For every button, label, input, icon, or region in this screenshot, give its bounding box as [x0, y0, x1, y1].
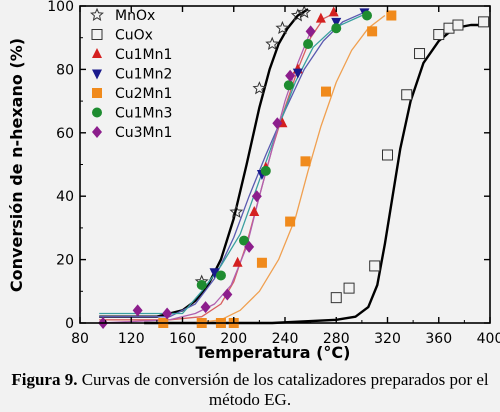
point-mnox: [229, 204, 244, 218]
point-mnox: [265, 36, 280, 50]
point-cu2mn1: [321, 86, 331, 97]
legend: MnOx CuOx Cu1Mn1 Cu1Mn2 Cu2Mn1 Cu1Mn3 Cu3Mn1: [90, 7, 172, 141]
y-tick-label: 60: [56, 126, 74, 142]
x-tick-label: 280: [323, 331, 350, 347]
point-cu1mn3: [196, 279, 207, 290]
point-cuox: [382, 149, 393, 161]
point-cu1mn3: [362, 10, 372, 21]
point-cu3mn1: [251, 190, 262, 203]
point-cu3mn1: [222, 288, 233, 301]
point-cuox: [369, 260, 381, 272]
legend-item-mnox: MnOx: [90, 7, 155, 24]
x-tick-label: 160: [169, 331, 196, 347]
point-cu1mn2: [209, 268, 220, 279]
point-cu3mn1: [200, 301, 211, 314]
legend-label-cu1mn2: Cu1Mn2: [115, 67, 172, 83]
point-cu1mn3: [215, 270, 226, 281]
point-mnox: [297, 4, 312, 19]
x-tick-label: 240: [272, 331, 299, 347]
legend-marker-cu1mn3: [92, 107, 102, 118]
legend-marker-cu1mn1: [92, 48, 102, 58]
curve-cu1mn2: [99, 11, 365, 318]
legend-marker-mnox: [90, 7, 104, 21]
curve-cu1mn3: [99, 14, 363, 315]
point-cu2mn1: [256, 257, 267, 268]
point-cu3mn1: [162, 307, 173, 320]
legend-item-cu2mn1: Cu2Mn1: [92, 86, 172, 102]
point-cu1mn1: [315, 12, 326, 23]
point-cu1mn3: [331, 23, 342, 34]
point-cuox: [433, 29, 445, 41]
point-cu1mn1: [249, 206, 260, 217]
legend-label-cu2mn1: Cu2Mn1: [115, 86, 172, 102]
point-cuox: [478, 16, 490, 28]
y-tick-label: 80: [56, 62, 74, 78]
point-cu1mn2: [292, 68, 303, 79]
y-tick-label: 0: [65, 316, 74, 332]
legend-item-cu1mn2: Cu1Mn2: [92, 67, 172, 83]
y-tick-label: 100: [47, 0, 74, 15]
figure-caption: Figura 9. Curvas de conversión de los ca…: [0, 370, 500, 410]
legend-marker-cu3mn1: [92, 126, 102, 138]
point-cu2mn1: [285, 216, 296, 227]
x-tick-label: 200: [220, 331, 247, 347]
legend-item-cuox: CuOx: [91, 28, 153, 44]
legend-item-cu1mn3: Cu1Mn3: [92, 106, 172, 122]
x-tick-label: 400: [477, 331, 500, 347]
y-axis-label: Conversión de n-hexano (%): [7, 38, 26, 292]
curve-cu2mn1: [195, 14, 386, 324]
x-tick-label: 320: [374, 331, 401, 347]
legend-marker-cu2mn1: [92, 88, 102, 98]
caption-label: Figura 9.: [11, 370, 78, 389]
legend-item-cu3mn1: Cu3Mn1: [92, 125, 172, 141]
point-cuox: [414, 48, 426, 60]
point-cuox: [401, 89, 413, 101]
point-cu1mn1: [232, 256, 243, 267]
point-cu2mn1: [386, 10, 397, 21]
point-cu1mn2: [331, 17, 342, 28]
caption-text: Curvas de conversión de los catalizadore…: [81, 370, 489, 409]
point-cu2mn1: [300, 156, 311, 167]
point-cu3mn1: [272, 117, 283, 130]
x-tick-label: 360: [425, 331, 452, 347]
legend-label-cu3mn1: Cu3Mn1: [115, 125, 172, 141]
point-cu3mn1: [285, 69, 296, 82]
curve-cuox: [144, 23, 488, 325]
point-mnox: [252, 81, 267, 95]
legend-item-cu1mn1: Cu1Mn1: [92, 47, 172, 63]
point-cu2mn1: [367, 26, 378, 37]
point-cu1mn3: [303, 39, 314, 50]
point-cu1mn3: [260, 165, 271, 176]
legend-marker-cuox: [91, 29, 103, 40]
x-axis-label: Temperatura (°C): [196, 343, 351, 362]
point-cu1mn1: [328, 6, 339, 17]
point-cuox: [330, 292, 342, 304]
point-cuox: [343, 282, 355, 294]
legend-label-cuox: CuOx: [115, 28, 153, 44]
point-cu3mn1: [244, 240, 255, 253]
axes: 80 120 160 200 240 280 320 360 400 0 20 40 60 80 100: [47, 0, 500, 347]
point-mnox: [290, 8, 305, 22]
legend-label-mnox: MnOx: [115, 8, 155, 24]
point-cuox: [452, 19, 464, 31]
legend-label-cu1mn3: Cu1Mn3: [115, 106, 172, 122]
point-cu1mn3: [239, 235, 249, 246]
point-cu3mn1: [305, 25, 316, 38]
x-tick-label: 120: [118, 331, 145, 347]
y-tick-label: 20: [56, 253, 74, 269]
y-tick-label: 40: [56, 189, 74, 205]
legend-marker-cu1mn2: [92, 69, 102, 80]
point-mnox: [275, 20, 290, 35]
point-cu3mn1: [132, 304, 143, 317]
x-tick-label: 80: [71, 331, 89, 347]
point-cu1mn3: [283, 80, 294, 91]
legend-label-cu1mn1: Cu1Mn1: [115, 47, 172, 63]
